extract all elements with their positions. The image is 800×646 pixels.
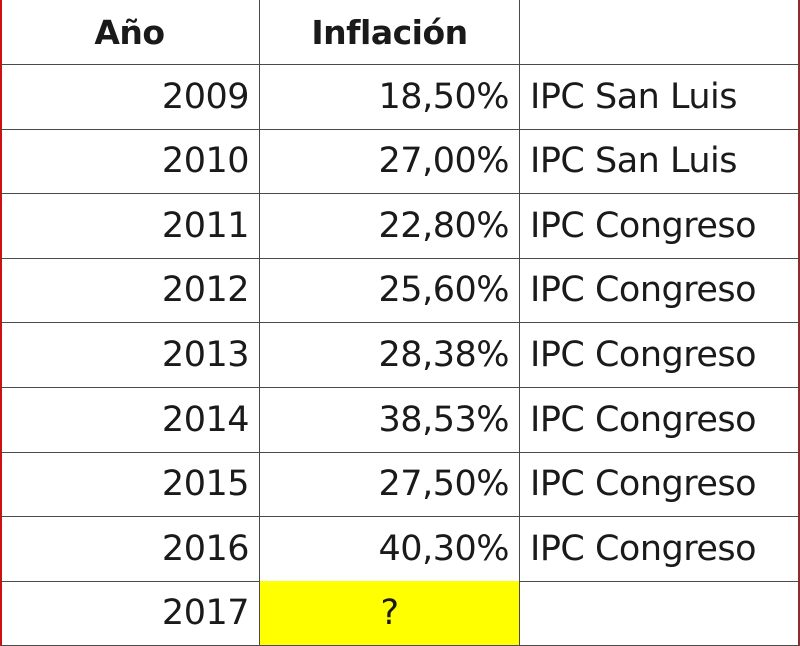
table-cell: 38,53% [260,387,520,453]
table-cell: 27,50% [260,452,520,518]
table-cell: IPC San Luis [520,129,800,195]
table-cell: 40,30% [260,516,520,582]
header-cell: Año [0,0,260,66]
table-cell [520,581,800,646]
table-cell: ? [260,581,520,646]
table-cell: 28,38% [260,323,520,389]
table-cell: IPC San Luis [520,64,800,130]
table-cell: 25,60% [260,258,520,324]
table-cell: 2013 [0,323,260,389]
table-cell: 2014 [0,387,260,453]
table-cell: IPC Congreso [520,258,800,324]
table-cell: 22,80% [260,193,520,259]
table-cell: IPC Congreso [520,193,800,259]
header-cell: Inflación [260,0,520,66]
table-cell: 2017 [0,581,260,646]
table-cell: 2016 [0,516,260,582]
table-cell: 18,50% [260,64,520,130]
table-cell: IPC Congreso [520,387,800,453]
table-cell: IPC Congreso [520,323,800,389]
table-cell: 27,00% [260,129,520,195]
header-cell [520,0,800,66]
table-cell: 2015 [0,452,260,518]
table-cell: 2009 [0,64,260,130]
table-cell: IPC Congreso [520,452,800,518]
table-cell: IPC Congreso [520,516,800,582]
table-cell: 2010 [0,129,260,195]
table-cell: 2011 [0,193,260,259]
table-cell: 2012 [0,258,260,324]
